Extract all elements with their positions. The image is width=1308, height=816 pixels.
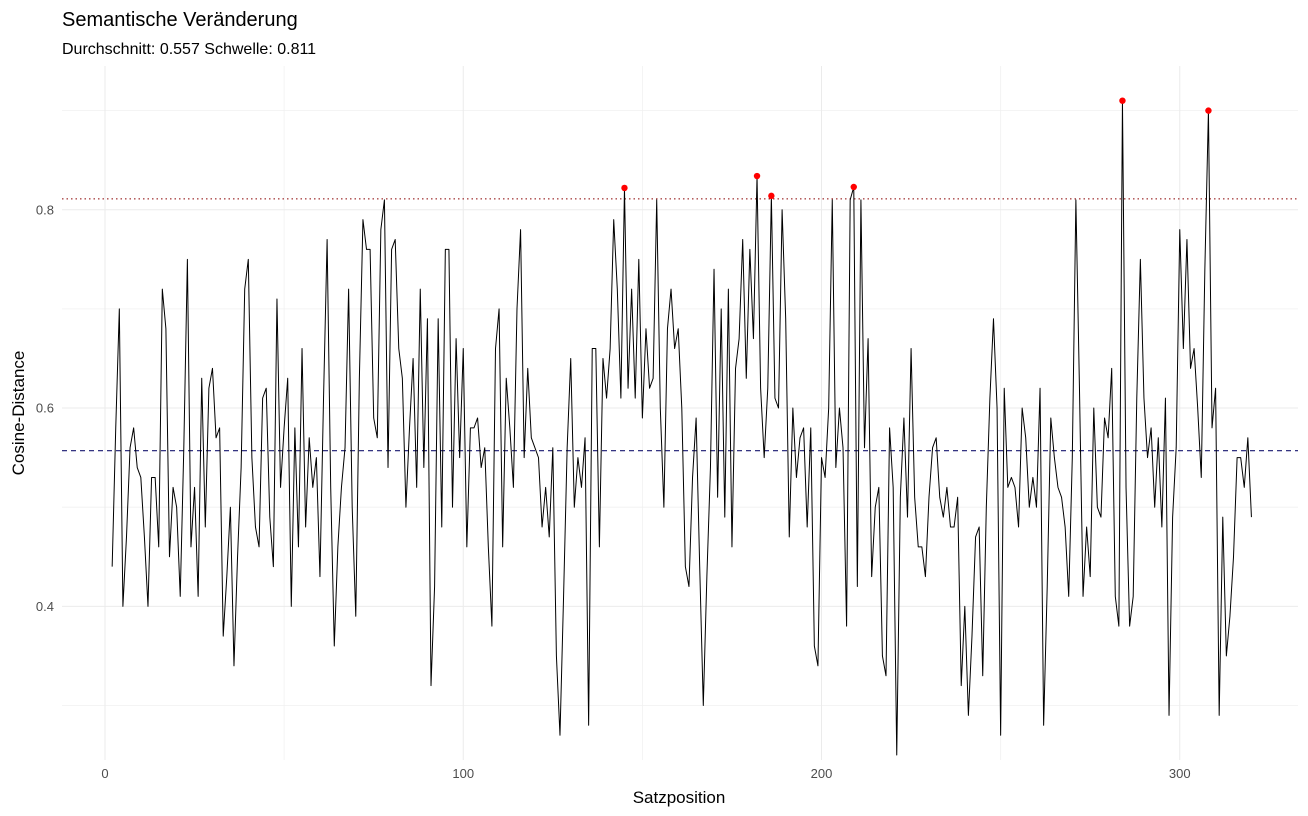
x-tick-label: 300 [1169,766,1191,781]
plot-panel [62,66,1298,760]
chart-subtitle: Durchschnitt: 0.557 Schwelle: 0.811 [62,41,316,58]
peak-point [753,172,761,180]
y-tick-label: 0.6 [36,401,54,416]
peak-point [1119,97,1126,104]
peak-point [1205,107,1212,114]
x-tick-label: 200 [811,766,833,781]
y-tick-label: 0.8 [36,202,54,217]
peak-point [850,183,857,191]
peak-point [768,192,775,200]
minor-gridlines [62,66,1298,760]
x-axis-ticks: 0 100 200 300 [101,766,1190,781]
peak-point [621,184,628,192]
chart-title: Semantische Veränderung [62,9,298,31]
major-gridlines [62,66,1298,760]
x-tick-label: 100 [452,766,474,781]
x-axis-title: Satzposition [633,788,726,807]
y-axis-title: Cosine-Distance [9,351,28,476]
x-tick-label: 0 [101,766,108,781]
y-axis-ticks: 0.4 0.6 0.8 [36,202,54,614]
cosine-distance-series-line [111,100,1252,756]
y-tick-label: 0.4 [36,599,54,614]
peak-markers [621,97,1212,200]
